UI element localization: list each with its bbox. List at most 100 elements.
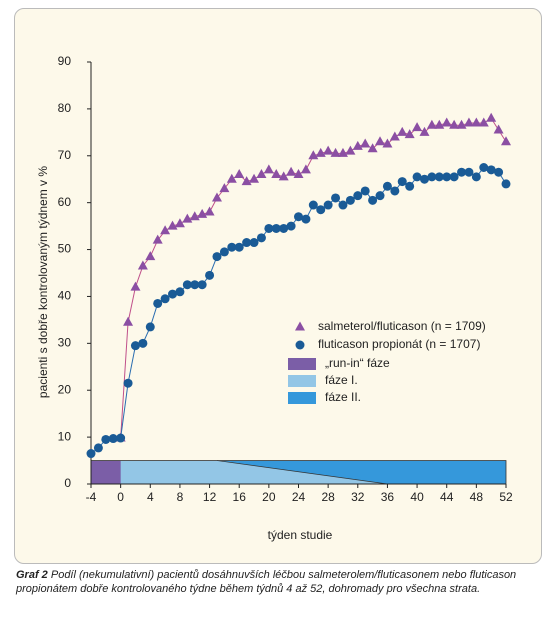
x-tick-label: 36	[381, 490, 395, 504]
triangle-marker	[434, 119, 445, 129]
triangle-marker	[197, 208, 208, 218]
triangle-marker	[426, 119, 437, 129]
y-tick-label: 0	[64, 476, 71, 490]
circle-marker	[434, 172, 444, 182]
y-tick-label: 40	[58, 289, 72, 303]
circle-marker	[93, 443, 103, 453]
triangle-marker	[160, 225, 171, 235]
caption-text: Podíl (nekumulativní) pacientů dosáhnuvš…	[16, 569, 517, 595]
circle-marker	[382, 181, 392, 191]
triangle-marker	[300, 164, 311, 174]
x-tick-label: 0	[117, 490, 124, 504]
series-line	[90, 166, 507, 454]
triangle-marker	[130, 281, 141, 291]
triangle-marker	[486, 112, 497, 122]
circle-marker	[390, 186, 400, 196]
triangle-marker	[345, 145, 356, 155]
circle-marker	[145, 322, 155, 332]
triangle-marker	[182, 213, 193, 223]
circle-marker	[294, 212, 303, 222]
x-tick-label: 4	[147, 490, 154, 504]
x-tick-label: 12	[203, 490, 217, 504]
circle-marker	[486, 165, 496, 175]
legend-swatch	[288, 392, 316, 404]
triangle-marker	[471, 117, 482, 127]
circle-marker	[271, 223, 281, 233]
circle-marker	[264, 223, 274, 233]
triangle-marker	[278, 171, 289, 181]
legend-label: „run-in“ fáze	[325, 356, 390, 370]
x-tick-label: 28	[321, 490, 335, 504]
triangle-marker	[449, 119, 460, 129]
triangle-marker	[249, 173, 260, 183]
x-tick-label: 24	[292, 490, 306, 504]
legend-label: fáze I.	[325, 373, 358, 387]
circle-marker	[123, 378, 133, 388]
circle-marker	[219, 247, 229, 257]
triangle-marker	[137, 260, 148, 270]
circle-marker	[501, 179, 511, 189]
triangle-marker	[286, 166, 297, 176]
circle-marker	[108, 434, 118, 444]
circle-marker	[175, 287, 185, 297]
triangle-marker	[241, 176, 252, 186]
x-tick-label: 20	[262, 490, 276, 504]
y-tick-label: 50	[58, 242, 72, 256]
x-tick-label: 8	[177, 490, 184, 504]
circle-marker	[479, 163, 489, 172]
circle-marker	[242, 238, 252, 248]
circle-marker	[197, 280, 207, 290]
circle-marker	[130, 341, 140, 351]
circle-marker	[286, 221, 296, 231]
triangle-marker	[263, 164, 274, 174]
legend-label: salmeterol/fluticason (n = 1709)	[318, 319, 486, 333]
legend-swatch	[288, 375, 316, 387]
circle-marker	[375, 191, 385, 201]
y-tick-label: 80	[58, 101, 72, 115]
circle-marker	[212, 252, 222, 262]
circle-marker	[234, 242, 244, 252]
triangle-marker	[412, 122, 423, 132]
triangle-marker	[367, 143, 378, 153]
triangle-marker	[204, 206, 215, 216]
x-axis-label: týden studie	[268, 528, 333, 542]
y-tick-label: 90	[58, 54, 72, 68]
circle-marker	[494, 167, 504, 177]
phase-band	[91, 460, 121, 484]
triangle-marker	[404, 129, 415, 139]
triangle-marker	[330, 147, 341, 157]
circle-marker	[442, 172, 452, 182]
triangle-marker	[337, 147, 348, 157]
circle-marker	[138, 338, 148, 348]
circle-marker	[168, 289, 178, 299]
triangle-marker	[389, 131, 400, 141]
circle-marker	[301, 214, 311, 224]
triangle-marker	[352, 140, 363, 150]
triangle-marker	[493, 124, 504, 134]
circle-marker	[427, 172, 437, 182]
triangle-marker	[360, 138, 371, 148]
circle-marker	[316, 205, 326, 215]
triangle-marker	[234, 169, 245, 179]
circle-marker	[464, 167, 474, 177]
series-line	[120, 117, 507, 439]
phase-band	[120, 460, 388, 484]
circle-marker	[153, 298, 163, 308]
x-tick-label: 44	[440, 490, 454, 504]
circle-marker	[279, 223, 289, 233]
triangle-marker	[211, 192, 222, 202]
circle-marker	[182, 280, 192, 290]
triangle-marker	[189, 211, 200, 221]
legend-label: fáze II.	[325, 390, 361, 404]
triangle-marker	[167, 220, 178, 230]
circle-marker	[190, 280, 200, 290]
chart: pacienti s dobře kontrolovaným týdnem v …	[36, 54, 513, 542]
triangle-marker	[397, 126, 408, 136]
x-tick-label: -4	[86, 490, 97, 504]
circle-marker	[471, 172, 481, 182]
legend-swatch	[288, 358, 316, 370]
y-tick-label: 30	[58, 336, 72, 350]
y-tick-label: 20	[58, 382, 72, 396]
y-tick-label: 10	[58, 429, 72, 443]
